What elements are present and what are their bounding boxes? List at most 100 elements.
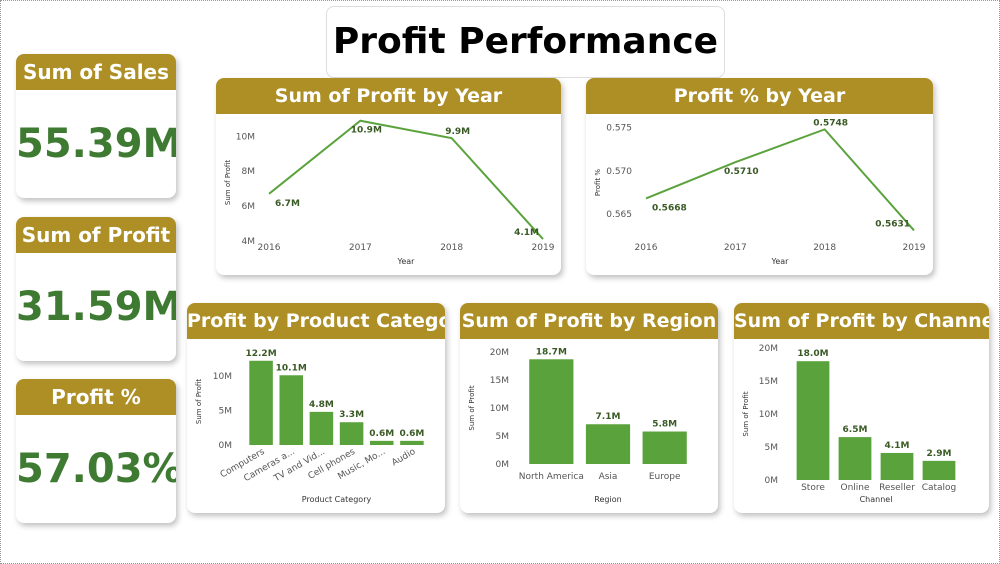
y-axis-title: Sum of Profit — [742, 391, 750, 436]
chart-title: Sum of Profit by Year — [216, 78, 561, 114]
y-axis-title: Sum of Profit — [195, 379, 203, 424]
data-label: 5.8M — [652, 420, 677, 430]
x-tick-label: Catalog — [922, 483, 957, 493]
chart-panel: Sum of Profit by Region 0M 5M 10M 15M 20M Sum … — [460, 303, 718, 513]
data-label: 18.7M — [536, 347, 567, 357]
y-tick-label: 15M — [759, 377, 778, 387]
y-tick-label: 0.575 — [606, 124, 632, 134]
bar — [838, 437, 872, 480]
x-tick-label: 2019 — [903, 243, 926, 253]
data-label: 0.5710 — [724, 167, 759, 177]
x-axis-title: Product Category — [302, 495, 372, 504]
kpi-value: 31.59M — [16, 284, 176, 330]
y-tick-label: 10M — [759, 410, 778, 420]
y-tick-label: 0M — [765, 476, 779, 486]
bar — [279, 375, 304, 445]
kpi-card: Profit % 57.03% — [16, 379, 176, 523]
data-label: 4.1M — [885, 441, 910, 451]
x-tick-label: Online — [840, 483, 869, 493]
chart: 4M 6M 8M 10M Sum of Profit Year 2016 6.7M 2017 10… — [224, 119, 555, 266]
y-tick-label: 5M — [219, 406, 233, 416]
y-tick-label: 0.570 — [606, 167, 632, 177]
y-tick-label: 20M — [490, 348, 509, 358]
bar — [922, 460, 956, 480]
bar — [249, 360, 273, 445]
chart-panel: Profit by Product Category 0M 5M 10M Sum of … — [187, 303, 445, 513]
data-label: 2.9M — [927, 449, 952, 459]
y-tick-label: 6M — [242, 202, 256, 212]
kpi-value: 55.39M — [16, 121, 176, 167]
y-tick-label: 0M — [496, 460, 510, 470]
x-tick-label: Store — [801, 483, 825, 493]
x-tick-label: 2017 — [349, 243, 372, 253]
chart: 0M 5M 10M 15M 20M Sum of Profit Channel 18.0M St… — [742, 344, 957, 504]
kpi-card: Sum of Sales 55.39M — [16, 54, 176, 198]
x-axis-title: Year — [397, 257, 416, 266]
bar — [529, 359, 574, 464]
y-tick-label: 0.565 — [606, 210, 632, 220]
data-label: 0.5668 — [652, 203, 687, 213]
chart-panel: Sum of Profit by Year 4M 6M 8M 10M Sum of Pro… — [216, 78, 561, 275]
bar — [339, 422, 364, 445]
y-tick-label: 0M — [219, 441, 233, 451]
x-tick-label: 2018 — [813, 243, 836, 253]
x-tick-label: 2016 — [258, 243, 281, 253]
y-tick-label: 10M — [213, 372, 232, 382]
data-label: 10.1M — [276, 363, 307, 373]
x-tick-label: Reseller — [879, 483, 915, 493]
y-tick-label: 10M — [490, 404, 509, 414]
kpi-card: Sum of Profit 31.59M — [16, 217, 176, 361]
bar — [642, 431, 687, 464]
data-label: 0.6M — [399, 429, 424, 439]
x-tick-label: North America — [519, 472, 584, 482]
x-tick-label: 2018 — [440, 243, 463, 253]
data-label: 3.3M — [339, 410, 364, 420]
data-label: 12.2M — [245, 349, 276, 359]
x-tick-label: Asia — [599, 472, 618, 482]
data-label: 4.1M — [514, 228, 539, 238]
y-tick-label: 4M — [242, 237, 256, 247]
x-axis-title: Year — [771, 257, 790, 266]
chart-title: Profit by Product Category — [187, 303, 445, 339]
y-tick-label: 20M — [759, 344, 778, 354]
kpi-label: Profit % — [16, 379, 176, 415]
chart-title: Sum of Profit by Region — [460, 303, 718, 339]
bar — [400, 440, 424, 445]
y-tick-label: 10M — [236, 132, 255, 142]
y-tick-label: 5M — [496, 432, 510, 442]
x-tick-label: 2019 — [532, 243, 555, 253]
x-tick-label: 2017 — [724, 243, 747, 253]
chart: 0.565 0.570 0.575 Profit % Year 2016 0.5668 201… — [594, 118, 926, 266]
chart: 0M 5M 10M Sum of Profit Product Category 12.2… — [195, 349, 424, 504]
data-label: 0.5631 — [875, 219, 910, 229]
chart: 0M 5M 10M 15M 20M Sum of Profit Region 18.7M Nor… — [468, 347, 687, 504]
y-tick-label: 5M — [765, 443, 779, 453]
data-label: 10.9M — [351, 126, 382, 136]
line — [268, 119, 544, 240]
data-label: 0.5748 — [813, 118, 848, 128]
bar — [309, 411, 334, 445]
line — [645, 128, 915, 232]
bar — [369, 440, 394, 445]
data-label: 0.6M — [369, 429, 394, 439]
chart-panel: Sum of Profit by Channel 0M 5M 10M 15M 20M Sum… — [734, 303, 989, 513]
y-axis-title: Sum of Profit — [224, 160, 232, 205]
x-axis-title: Region — [594, 495, 621, 504]
y-tick-label: 15M — [490, 376, 509, 386]
kpi-value: 57.03% — [16, 446, 176, 492]
kpi-label: Sum of Sales — [16, 54, 176, 90]
chart-panel: Profit % by Year 0.565 0.570 0.575 Profit % Y… — [586, 78, 933, 275]
x-axis-title: Channel — [860, 495, 893, 504]
data-label: 4.8M — [309, 400, 334, 410]
y-axis-title: Profit % — [594, 169, 602, 196]
chart-title: Profit % by Year — [586, 78, 933, 114]
chart-title: Sum of Profit by Channel — [734, 303, 989, 339]
data-label: 7.1M — [596, 412, 621, 422]
data-label: 6.7M — [275, 199, 300, 209]
data-label: 6.5M — [843, 425, 868, 435]
bar — [796, 361, 830, 480]
bar — [880, 452, 914, 480]
x-tick-label: Audio — [390, 447, 418, 469]
x-tick-label: 2016 — [635, 243, 658, 253]
